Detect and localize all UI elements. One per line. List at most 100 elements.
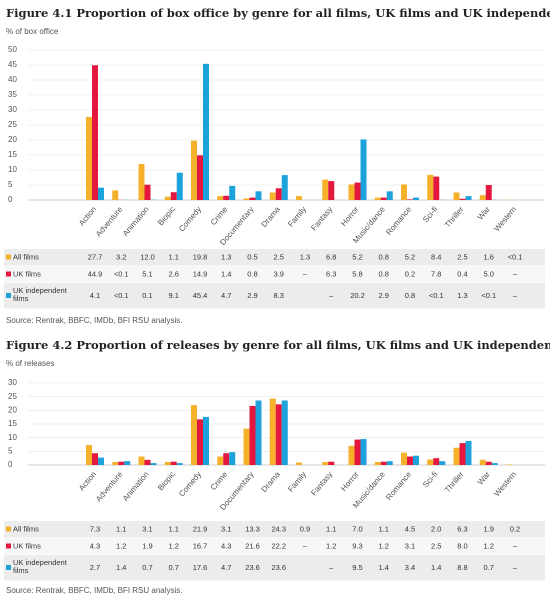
bar [427,174,434,200]
bar [348,445,355,465]
x-tick-label: Crime [209,204,230,227]
table-cell: 3.1 [221,524,231,533]
table-cell: 1.2 [326,541,336,550]
table-cell: 6.8 [326,252,336,261]
bar [243,428,250,465]
x-tick-label: Animation [121,470,151,503]
table-row-bg [4,266,545,283]
bar [413,455,419,465]
y-axis-label: % of releases [6,359,54,368]
x-tick-label: Romance [384,204,413,236]
bar [269,192,276,200]
y-tick-label: 20 [8,135,17,144]
x-tick-label: Animation [121,205,151,238]
table-cell: – [513,291,518,300]
table-cell: – [513,541,518,550]
table-cell: 12.0 [140,252,155,261]
table-cell: 8.4 [431,252,441,261]
table-cell: 13.3 [245,524,260,533]
table-cell: 23.6 [245,563,260,572]
table-cell: 2.7 [90,563,100,572]
x-tick-label: Fantasy [309,470,334,498]
bar [439,461,446,465]
table-cell: – [329,291,334,300]
table-cell: 17.6 [193,563,208,572]
bar [479,459,486,465]
table-cell: 16.7 [193,541,208,550]
bar [322,179,329,200]
source-note: Source: Rentrak, BBFC, IMDb, BFI RSU ana… [6,316,183,325]
table-cell: 5.1 [142,269,152,278]
bar [269,398,276,465]
table-cell: 0.1 [142,291,152,300]
bar [296,196,302,200]
table-cell: 6.3 [326,269,336,278]
bar [223,195,230,200]
x-tick-label: Thriller [443,205,466,230]
bar [407,199,413,200]
bar [453,192,460,200]
bar [170,192,177,200]
table-cell: 0.7 [484,563,494,572]
y-tick-label: 20 [8,405,17,414]
table-cell: 20.2 [350,291,365,300]
bar [348,184,355,200]
table-cell: 2.5 [457,252,467,261]
table-cell: 23.6 [271,563,286,572]
table-row-bg [4,538,545,555]
bar [433,176,440,200]
bar [328,461,335,465]
table-cell: 0.5 [247,252,257,261]
table-cell: 0.2 [405,269,415,278]
legend-label: All films [13,524,39,533]
table-cell: <0.1 [481,291,496,300]
x-tick-label: Action [77,205,98,228]
bar [401,452,407,465]
table-cell: 1.2 [379,541,389,550]
bar [386,191,393,200]
table-cell: 0.8 [379,269,389,278]
legend-label-box: UK independent films [13,287,67,303]
table-cell: 1.3 [221,252,231,261]
bar [255,400,262,465]
table-cell: 1.3 [457,291,467,300]
table-cell: 5.8 [352,269,362,278]
table-cell: <0.1 [114,291,129,300]
table-cell: 1.4 [379,563,389,572]
bar [217,196,224,200]
table-cell: 3.1 [142,524,152,533]
y-tick-label: 40 [8,75,17,84]
y-tick-label: 0 [8,460,13,469]
table-cell: 0.9 [300,524,310,533]
bar [407,456,413,465]
bar [229,185,236,200]
bar [354,182,361,200]
legend-swatch [6,565,11,570]
bar [275,188,282,200]
bar [281,400,288,465]
table-cell: 0.4 [457,269,467,278]
table-cell: 0.8 [405,291,415,300]
table-cell: 1.3 [300,252,310,261]
table-cell: <0.1 [508,252,523,261]
table-cell: 0.2 [510,524,520,533]
table-cell: 1.6 [484,252,494,261]
bar [275,404,282,465]
y-tick-label: 30 [8,105,17,114]
bar [203,416,209,465]
table-cell: 24.3 [271,524,286,533]
legend-label: UK films [13,541,41,550]
table-cell: 21.9 [193,524,208,533]
table-cell: 2.6 [169,269,179,278]
table-row-bg [4,283,545,309]
x-tick-label: Sci-fi [421,470,439,490]
y-tick-label: 0 [8,195,13,204]
bar [124,461,131,465]
table-cell: 0.7 [142,563,152,572]
bar [197,419,203,465]
table-cell: 1.1 [169,524,179,533]
table-cell: 1.1 [379,524,389,533]
table-row-bg [4,555,545,581]
bar [191,140,197,200]
x-tick-label: Comedy [177,470,203,499]
